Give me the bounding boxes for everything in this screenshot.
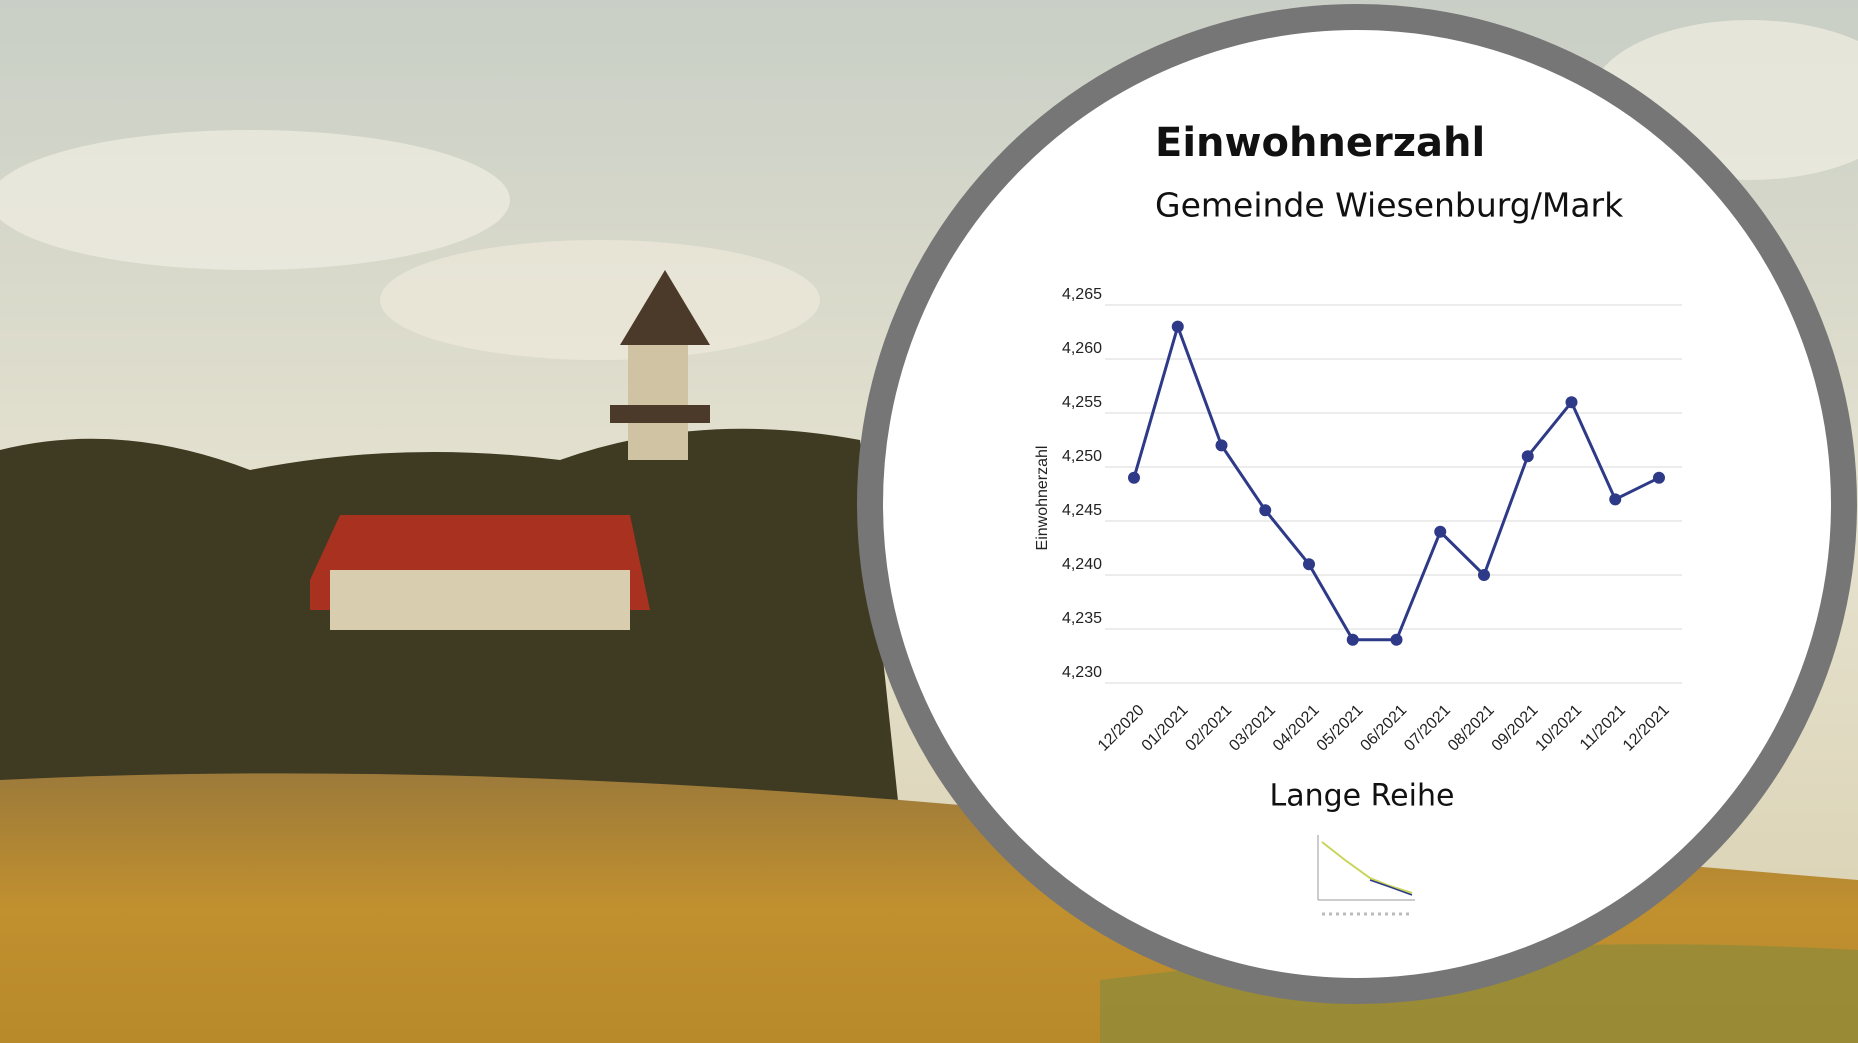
thumbnail-chart — [1317, 835, 1415, 916]
y-tick-label: 4,255 — [1062, 394, 1102, 411]
data-point — [1303, 558, 1315, 571]
y-tick-label: 4,260 — [1062, 340, 1102, 357]
data-point — [1521, 450, 1534, 463]
y-tick-label: 4,235 — [1062, 610, 1102, 627]
data-point — [1434, 525, 1447, 538]
data-point — [1215, 439, 1228, 452]
y-tick-label: 4,230 — [1062, 664, 1102, 681]
data-point — [1565, 396, 1578, 409]
data-point — [1259, 504, 1272, 517]
y-tick-label: 4,265 — [1062, 286, 1102, 303]
annotation: Lange Reihe — [1270, 779, 1455, 814]
y-tick-label: 4,240 — [1062, 556, 1102, 573]
data-point — [1390, 633, 1403, 646]
y-tick-label: 4,250 — [1062, 448, 1102, 465]
chart-title: Einwohnerzahl — [1155, 120, 1485, 166]
data-point — [1653, 471, 1665, 484]
chart-subtitle: Gemeinde Wiesenburg/Mark — [1155, 186, 1624, 225]
y-tick-label: 4,245 — [1062, 502, 1102, 519]
data-point — [1128, 471, 1140, 484]
chart-circle — [857, 4, 1857, 1004]
data-point — [1478, 569, 1490, 581]
data-point — [1609, 493, 1622, 506]
y-axis-label: Einwohnerzahl — [1034, 446, 1051, 551]
data-point — [1346, 633, 1359, 646]
data-point — [1171, 320, 1184, 333]
